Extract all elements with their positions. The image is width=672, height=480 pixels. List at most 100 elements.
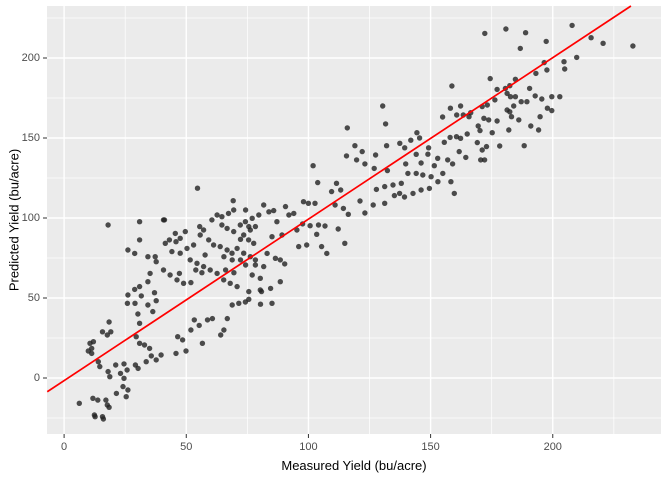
data-point: [199, 270, 205, 276]
data-point: [537, 114, 543, 120]
data-point: [143, 359, 149, 365]
data-point: [528, 123, 534, 129]
data-point: [146, 345, 153, 352]
data-point: [561, 59, 567, 65]
data-point: [494, 86, 500, 93]
data-point: [416, 135, 423, 141]
data-point: [305, 200, 312, 206]
data-point: [246, 223, 252, 230]
data-point: [307, 223, 313, 229]
data-point: [113, 362, 119, 368]
data-point: [535, 127, 542, 133]
data-point: [497, 143, 503, 149]
data-point: [271, 207, 277, 214]
data-point: [153, 357, 159, 363]
data-point: [539, 96, 545, 102]
x-tick-label: 150: [421, 441, 440, 453]
data-point: [274, 219, 280, 225]
data-point: [132, 286, 138, 293]
data-point: [277, 279, 283, 285]
data-point: [141, 342, 148, 348]
data-point: [353, 157, 360, 163]
data-point: [76, 400, 83, 406]
data-point: [300, 199, 307, 205]
data-point: [99, 329, 106, 335]
data-point: [252, 223, 259, 230]
data-point: [234, 283, 240, 290]
data-point: [264, 250, 270, 257]
data-point: [269, 234, 275, 240]
data-point: [200, 227, 207, 233]
data-point: [252, 257, 259, 263]
data-point: [117, 370, 124, 377]
data-point: [478, 157, 484, 163]
data-point: [256, 212, 262, 218]
data-point: [138, 293, 144, 299]
data-point: [335, 226, 341, 232]
data-point: [184, 245, 190, 252]
data-point: [483, 143, 490, 150]
data-point: [474, 139, 480, 146]
data-point: [261, 202, 267, 208]
data-point: [401, 194, 408, 200]
data-point: [194, 185, 201, 191]
data-point: [425, 145, 432, 151]
data-point: [533, 70, 539, 77]
data-point: [600, 40, 606, 46]
data-point: [405, 170, 411, 177]
data-point: [132, 250, 138, 257]
data-point: [162, 240, 168, 246]
data-point: [257, 287, 263, 293]
data-point: [362, 161, 368, 167]
data-point: [179, 337, 186, 343]
data-point: [177, 250, 183, 256]
data-point: [124, 300, 131, 306]
data-point: [357, 198, 363, 204]
data-point: [282, 203, 289, 210]
data-point: [183, 348, 189, 354]
data-point: [194, 260, 200, 266]
data-point: [413, 151, 419, 157]
data-point: [338, 187, 344, 193]
data-point: [372, 152, 379, 158]
data-point: [135, 311, 141, 317]
data-point: [408, 137, 414, 143]
data-point: [448, 179, 454, 185]
data-point: [304, 242, 310, 248]
data-point: [172, 230, 178, 237]
data-point: [136, 283, 143, 290]
data-point: [257, 301, 264, 307]
data-point: [402, 145, 408, 151]
data-point: [266, 209, 272, 215]
data-point: [92, 414, 98, 420]
data-point: [87, 340, 93, 346]
data-point: [489, 130, 495, 136]
data-point: [229, 257, 235, 263]
data-point: [456, 148, 462, 155]
data-point: [219, 222, 225, 228]
x-tick-label: 100: [299, 441, 318, 453]
data-point: [136, 219, 143, 225]
data-point: [113, 390, 120, 397]
y-tick-label: 0: [33, 372, 40, 384]
data-point: [246, 296, 252, 302]
data-point: [106, 404, 112, 410]
data-point: [106, 319, 112, 325]
data-point: [224, 315, 230, 322]
data-point: [439, 114, 446, 120]
data-point: [382, 200, 388, 206]
data-point: [209, 217, 215, 223]
data-point: [549, 107, 555, 114]
data-point: [410, 190, 416, 197]
data-point: [449, 161, 456, 167]
data-point: [557, 94, 563, 100]
data-point: [447, 134, 453, 141]
data-point: [242, 262, 249, 268]
data-point: [261, 263, 267, 270]
data-point: [382, 183, 388, 190]
data-point: [524, 99, 530, 105]
data-point: [95, 397, 101, 403]
data-point: [197, 223, 203, 230]
data-point: [160, 267, 167, 273]
data-point: [120, 383, 126, 390]
